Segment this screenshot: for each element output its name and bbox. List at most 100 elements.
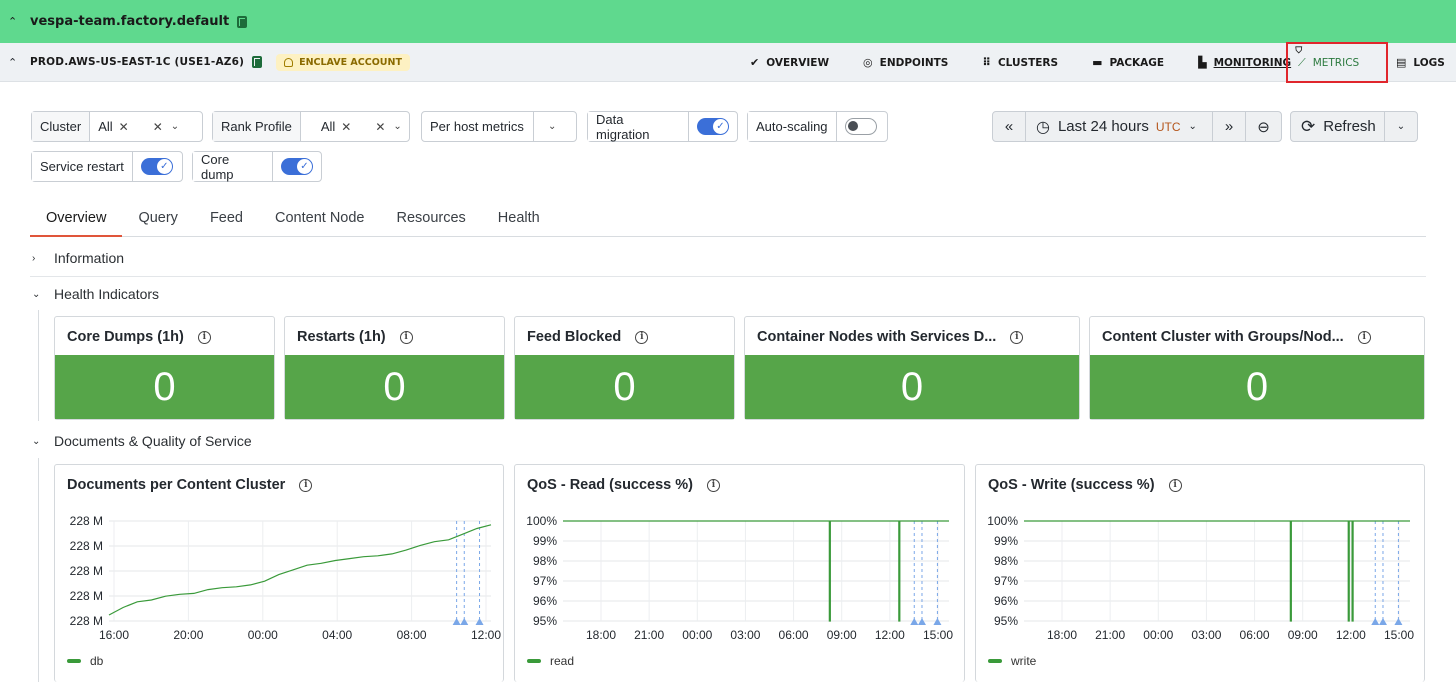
toggle-switch[interactable] (844, 118, 877, 135)
data-migration-toggle[interactable]: Data migration (587, 111, 738, 142)
chevron-down-icon[interactable]: ⌄ (548, 121, 557, 132)
tab-feed[interactable]: Feed (209, 210, 243, 226)
time-range-picker[interactable]: ◷ Last 24 hours UTC ⌄ (1025, 111, 1213, 142)
x-tick-label: 06:00 (779, 628, 809, 642)
annotation-triangle (933, 618, 942, 625)
timezone-label: UTC (1155, 119, 1181, 134)
chevron-up-icon[interactable]: ⌃ (8, 56, 18, 69)
copy-icon[interactable] (252, 56, 263, 68)
chevron-up-icon[interactable]: ⌃ (8, 16, 18, 28)
toggle-switch[interactable] (697, 118, 729, 135)
card-value: 0 (515, 355, 734, 419)
line-chart-icon: ⟋ (1298, 55, 1306, 69)
tab-query[interactable]: Query (138, 210, 178, 226)
clear-icon[interactable]: ✕ (375, 119, 386, 134)
chevron-down-icon[interactable]: ⌄ (393, 121, 402, 132)
info-icon[interactable]: i (1010, 330, 1024, 344)
tab-content-node[interactable]: Content Node (275, 210, 365, 226)
nav-package[interactable]: ▬ PACKAGE (1092, 56, 1164, 69)
tab-resources[interactable]: Resources (396, 210, 466, 226)
toggle-switch[interactable] (281, 158, 313, 175)
y-tick-label: 98% (533, 554, 557, 568)
toggle-switch[interactable] (140, 158, 173, 175)
cluster-filter[interactable]: Cluster All ✕ ✕ ⌄ (31, 111, 203, 142)
refresh-button[interactable]: ⟳ Refresh (1290, 111, 1385, 142)
nav-label: CLUSTERS (997, 56, 1059, 69)
chart-legend[interactable]: read (527, 654, 574, 668)
filter-chip: All (320, 119, 336, 134)
toggle-label: Core dump (193, 152, 274, 182)
remove-chip-icon[interactable]: ✕ (118, 119, 129, 134)
y-tick-label: 97% (994, 574, 1018, 588)
filter-value: All ✕ (301, 119, 360, 134)
annotation-triangle (1371, 618, 1380, 625)
service-restart-toggle[interactable]: Service restart (31, 151, 183, 182)
y-tick-label: 98% (994, 554, 1018, 568)
auto-scaling-toggle[interactable]: Auto-scaling (747, 111, 888, 142)
nav-clusters[interactable]: ⠿ CLUSTERS (982, 56, 1058, 69)
qos-write-chart[interactable]: 100% 99% 98% 97% 96% 95% 18:00 21:00 00:00 03:00 0… (976, 505, 1426, 645)
legend-swatch (988, 659, 1002, 663)
qos-read-chart[interactable]: 100% 99% 98% 97% 96% 95% 18:00 21:00 00:00 03:00 0… (515, 505, 966, 645)
x-tick-label: 09:00 (827, 628, 857, 642)
divider (30, 276, 1426, 277)
chart-title: QoS - Write (success %) (988, 477, 1155, 493)
dashboard-tabs: Overview Query Feed Content Node Resourc… (30, 203, 1426, 237)
info-icon[interactable]: i (1168, 478, 1182, 492)
nav-endpoints[interactable]: ◎ ENDPOINTS (863, 56, 948, 69)
info-icon[interactable]: i (299, 478, 313, 492)
y-tick-label: 228 M (70, 539, 103, 553)
info-icon[interactable]: i (707, 478, 720, 492)
nav-metrics[interactable]: ⟋ METRICS (1286, 42, 1388, 83)
user-icon (284, 57, 294, 67)
info-icon[interactable]: i (197, 330, 211, 344)
y-tick-label: 96% (533, 594, 557, 608)
select-label: Per host metrics (422, 112, 534, 141)
tab-overview[interactable]: Overview (30, 203, 123, 237)
x-tick-label: 12:00 (471, 628, 501, 642)
copy-icon[interactable] (237, 15, 248, 28)
filter-label: Cluster (32, 112, 91, 141)
nav-monitoring[interactable]: ▙ MONITORING ⛉ (1198, 46, 1302, 69)
core-dump-toggle[interactable]: Core dump (192, 151, 322, 182)
chart-legend[interactable]: db (67, 654, 103, 668)
refresh-label: Refresh (1323, 118, 1376, 135)
info-icon[interactable]: i (399, 330, 413, 344)
rank-profile-filter[interactable]: Rank Profile All ✕ ✕ ⌄ (212, 111, 410, 142)
x-tick-label: 15:00 (1384, 628, 1414, 642)
per-host-select[interactable]: Per host metrics ⌄ (421, 111, 577, 142)
y-tick-label: 95% (994, 614, 1018, 628)
org-header: ⌃ vespa-team.factory.default (0, 0, 1456, 43)
clear-icon[interactable]: ✕ (152, 119, 163, 134)
chart-legend[interactable]: write (988, 654, 1036, 668)
archive-icon: ▬ (1092, 56, 1103, 69)
grid-dots-icon: ⠿ (982, 56, 991, 69)
legend-swatch (527, 659, 541, 663)
nav-overview[interactable]: ✔ OVERVIEW (750, 56, 829, 69)
nav-label: MONITORING (1213, 56, 1292, 69)
annotation-triangle (452, 618, 461, 625)
zoom-out-button[interactable]: ⊖ (1245, 111, 1282, 142)
chart-icon: ▙ (1198, 56, 1207, 69)
info-icon[interactable]: i (635, 330, 649, 344)
zoom-out-icon: ⊖ (1257, 118, 1270, 136)
info-icon[interactable]: i (1357, 330, 1371, 344)
health-section-header[interactable]: ⌄ Health Indicators (32, 286, 159, 302)
time-back-button[interactable]: « (992, 111, 1026, 142)
legend-swatch (67, 659, 81, 663)
tenant-name: vespa-team.factory.default (30, 14, 230, 29)
tab-health[interactable]: Health (497, 210, 540, 226)
docs-section-header[interactable]: ⌄ Documents & Quality of Service (32, 433, 252, 449)
remove-chip-icon[interactable]: ✕ (341, 119, 352, 134)
chevron-right-icon: › (32, 252, 36, 264)
nav-logs[interactable]: ▤ LOGS (1396, 56, 1445, 69)
chevron-down-icon[interactable]: ⌄ (170, 121, 180, 132)
refresh-interval-dropdown[interactable]: ⌄ (1384, 111, 1418, 142)
x-tick-label: 12:00 (875, 628, 905, 642)
y-tick-label: 95% (533, 614, 557, 628)
target-icon: ◎ (863, 56, 873, 69)
x-tick-label: 15:00 (923, 628, 953, 642)
time-forward-button[interactable]: » (1212, 111, 1246, 142)
information-section-header[interactable]: › Information (32, 250, 124, 266)
